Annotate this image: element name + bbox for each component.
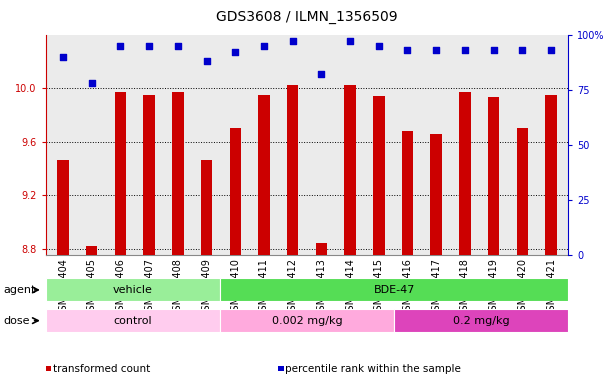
Point — [374, 43, 384, 49]
Bar — [172, 92, 183, 255]
Bar — [459, 92, 470, 255]
Bar — [402, 131, 413, 255]
Bar — [220, 278, 568, 301]
Point — [202, 58, 211, 64]
Text: 0.002 mg/kg: 0.002 mg/kg — [272, 316, 342, 326]
Bar — [394, 309, 568, 332]
Point — [115, 43, 125, 49]
Bar — [57, 161, 69, 255]
Point — [144, 43, 154, 49]
Bar — [373, 96, 384, 255]
Point — [316, 71, 326, 78]
Text: vehicle: vehicle — [113, 285, 153, 295]
Point — [288, 38, 298, 44]
Bar — [115, 92, 126, 255]
Point — [431, 47, 441, 53]
Bar — [431, 134, 442, 255]
Bar — [516, 128, 528, 255]
Bar — [545, 95, 557, 255]
Bar — [230, 128, 241, 255]
Point — [259, 43, 269, 49]
Point — [173, 43, 183, 49]
Text: percentile rank within the sample: percentile rank within the sample — [285, 364, 461, 374]
Point — [87, 80, 97, 86]
Point — [489, 47, 499, 53]
Point — [546, 47, 556, 53]
Text: GDS3608 / ILMN_1356509: GDS3608 / ILMN_1356509 — [216, 10, 398, 23]
Point — [230, 49, 240, 55]
Point — [345, 38, 355, 44]
Bar — [488, 98, 499, 255]
Point — [460, 47, 470, 53]
Point — [58, 54, 68, 60]
Text: BDE-47: BDE-47 — [373, 285, 415, 295]
Bar — [46, 309, 220, 332]
Bar — [46, 278, 220, 301]
Text: 0.2 mg/kg: 0.2 mg/kg — [453, 316, 510, 326]
Bar — [258, 95, 269, 255]
Bar — [345, 85, 356, 255]
Bar — [144, 95, 155, 255]
Bar — [86, 246, 98, 255]
Bar — [316, 243, 327, 255]
Text: dose: dose — [3, 316, 29, 326]
Text: transformed count: transformed count — [53, 364, 150, 374]
Text: agent: agent — [3, 285, 35, 295]
Point — [403, 47, 412, 53]
Bar — [201, 161, 212, 255]
Bar — [220, 309, 394, 332]
Text: control: control — [114, 316, 152, 326]
Bar — [287, 85, 298, 255]
Point — [518, 47, 527, 53]
